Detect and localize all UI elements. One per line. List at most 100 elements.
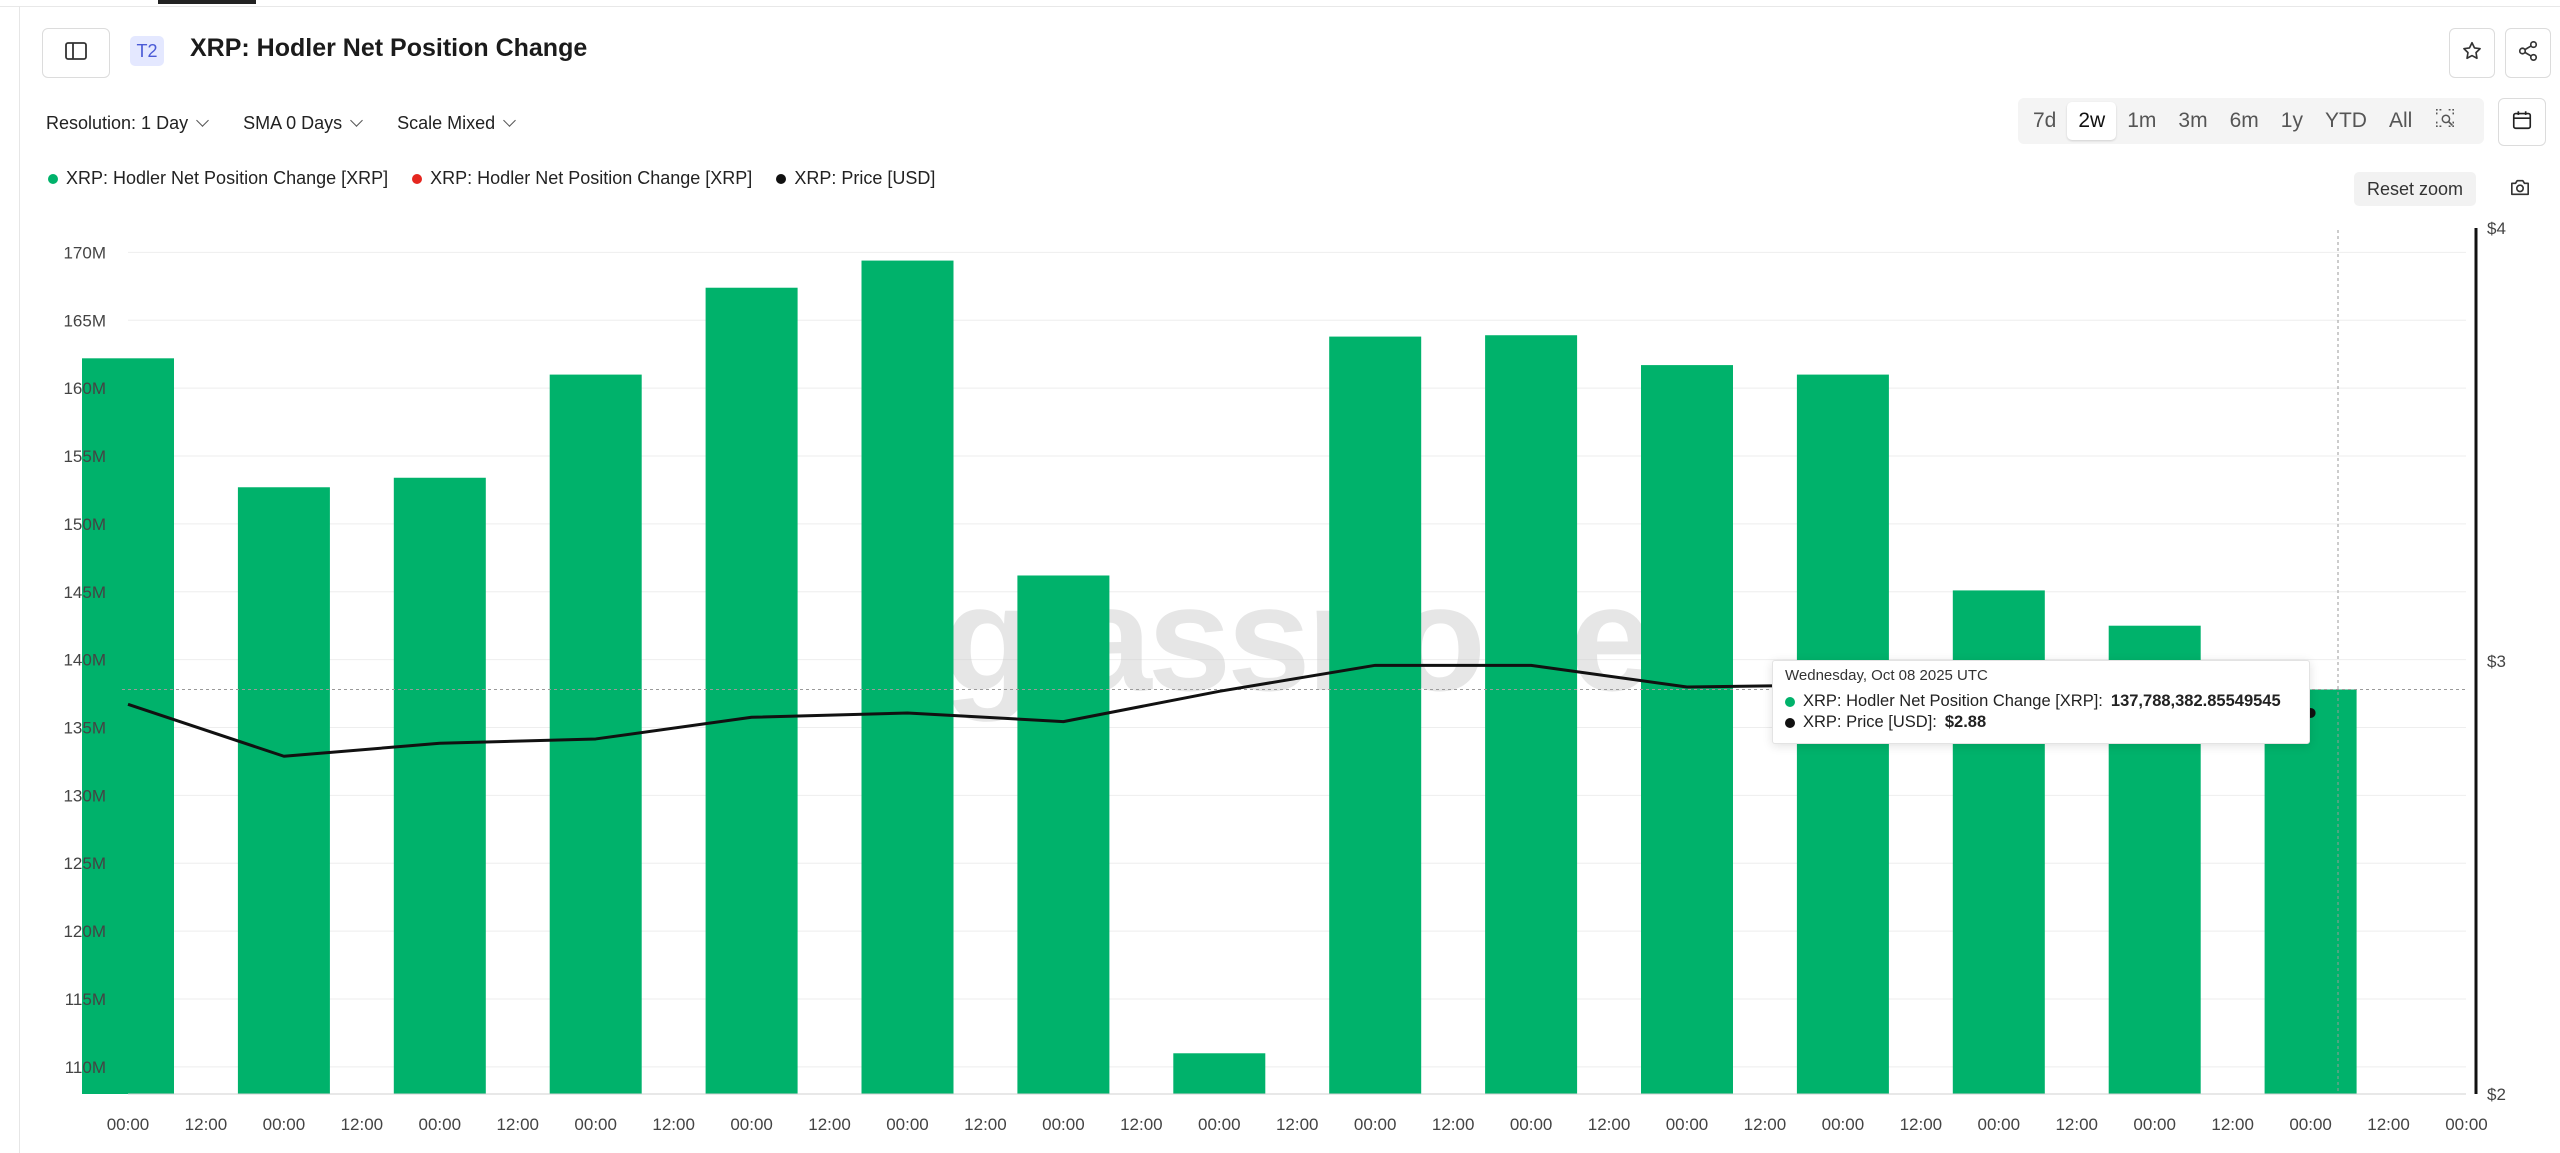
calendar-button[interactable]: [2498, 98, 2546, 146]
x-tick-label: 12:00: [2367, 1115, 2410, 1134]
x-tick-label: 00:00: [1666, 1115, 1709, 1134]
y-tick-label: 130M: [63, 786, 106, 805]
chart-controls: Resolution: 1 Day SMA 0 Days Scale Mixed: [46, 108, 517, 138]
x-tick-label: 00:00: [2445, 1115, 2488, 1134]
range-3m[interactable]: 3m: [2178, 109, 2208, 132]
sma-label: SMA 0 Days: [243, 112, 343, 133]
x-tick-label: 00:00: [886, 1115, 929, 1134]
x-tick-label: 12:00: [185, 1115, 228, 1134]
scale-label: Scale Mixed: [397, 112, 496, 133]
active-tab-marker: [158, 0, 256, 4]
legend-label: XRP: Price [USD]: [794, 168, 936, 188]
calendar-icon: [2511, 109, 2533, 136]
chart-legend: XRP: Hodler Net Position Change [XRP] XR…: [48, 168, 935, 189]
x-tick-label: 00:00: [1510, 1115, 1553, 1134]
range-6m[interactable]: 6m: [2229, 109, 2259, 132]
x-tick-label: 12:00: [2055, 1115, 2098, 1134]
bar[interactable]: [861, 260, 954, 1095]
tooltip-date: Wednesday, Oct 08 2025 UTC: [1785, 667, 1988, 684]
x-tick-label: 12:00: [2211, 1115, 2254, 1134]
range-all[interactable]: All: [2388, 109, 2413, 132]
y-right-tick-label: $3: [2487, 652, 2506, 671]
x-tick-label: 00:00: [107, 1115, 150, 1134]
x-tick-label: 00:00: [2133, 1115, 2176, 1134]
x-tick-label: 00:00: [1354, 1115, 1397, 1134]
x-tick-label: 00:00: [419, 1115, 462, 1134]
x-tick-label: 12:00: [1900, 1115, 1943, 1134]
y-tick-label: 115M: [65, 990, 106, 1009]
tooltip-swatch: [1785, 696, 1795, 707]
range-2w[interactable]: 2w: [2067, 102, 2117, 140]
bar[interactable]: [2264, 689, 2357, 1094]
share-icon: [2517, 40, 2539, 67]
header: T2 XRP: Hodler Net Position Change: [0, 0, 2560, 110]
x-tick-label: 00:00: [1198, 1115, 1241, 1134]
y-tick-label: 140M: [63, 651, 106, 670]
resolution-dropdown[interactable]: Resolution: 1 Day: [46, 108, 209, 138]
range-ytd[interactable]: YTD: [2324, 109, 2367, 132]
tier-badge: T2: [130, 36, 164, 66]
x-tick-label: 12:00: [808, 1115, 851, 1134]
x-tick-label: 12:00: [341, 1115, 384, 1134]
y-tick-label: 120M: [63, 922, 106, 941]
sidebar-toggle-button[interactable]: [42, 28, 110, 78]
x-tick-label: 00:00: [1978, 1115, 2021, 1134]
bar[interactable]: [1641, 365, 1733, 1094]
bar[interactable]: [1329, 336, 1422, 1094]
legend-swatch: [776, 173, 787, 184]
bar[interactable]: [82, 358, 174, 1094]
zoom-select-icon: [2434, 107, 2456, 135]
share-button[interactable]: [2505, 28, 2551, 78]
star-icon: [2461, 40, 2483, 67]
y-tick-label: 110M: [65, 1058, 106, 1077]
bar[interactable]: [705, 287, 798, 1095]
tooltip-label: XRP: Hodler Net Position Change [XRP]:: [1803, 692, 2103, 710]
tooltip-row-position-change: XRP: Hodler Net Position Change [XRP]: 1…: [1785, 692, 2281, 711]
y-tick-label: 125M: [63, 854, 106, 873]
bar[interactable]: [1485, 335, 1578, 1095]
x-tick-label: 12:00: [652, 1115, 695, 1134]
y-right-tick-label: $2: [2487, 1085, 2506, 1104]
x-tick-label: 12:00: [1432, 1115, 1475, 1134]
favorite-button[interactable]: [2449, 28, 2495, 78]
y-tick-label: 165M: [63, 311, 106, 330]
y-tick-label: 160M: [63, 379, 106, 398]
grid-lines: [128, 251, 2466, 1068]
range-1m[interactable]: 1m: [2127, 109, 2157, 132]
bar[interactable]: [237, 487, 330, 1094]
tooltip-value: 137,788,382.85549545: [2110, 692, 2281, 710]
scale-dropdown[interactable]: Scale Mixed: [397, 108, 517, 138]
bar[interactable]: [1017, 575, 1110, 1094]
reset-zoom-button[interactable]: Reset zoom: [2354, 172, 2476, 206]
range-1y[interactable]: 1y: [2280, 109, 2303, 132]
sma-dropdown[interactable]: SMA 0 Days: [243, 108, 363, 138]
x-tick-label: 12:00: [1744, 1115, 1787, 1134]
tooltip-row-price: XRP: Price [USD]: $2.88: [1785, 713, 1986, 732]
y-tick-label: 145M: [63, 583, 106, 602]
range-selector: 7d 2w 1m 3m 6m 1y YTD All: [2018, 98, 2484, 144]
screenshot-button[interactable]: [2500, 172, 2540, 206]
page-title: XRP: Hodler Net Position Change: [190, 34, 588, 62]
x-tick-label: 00:00: [2289, 1115, 2332, 1134]
legend-label: XRP: Hodler Net Position Change [XRP]: [66, 168, 389, 188]
y-tick-label: 170M: [63, 243, 106, 262]
legend-item[interactable]: XRP: Hodler Net Position Change [XRP]: [412, 168, 752, 189]
resolution-label: Resolution: 1 Day: [46, 112, 189, 133]
x-tick-label: 00:00: [574, 1115, 617, 1134]
y-axis-right: $2 $3 $4: [2474, 219, 2506, 1104]
bar[interactable]: [393, 477, 486, 1094]
legend-item[interactable]: XRP: Hodler Net Position Change [XRP]: [48, 168, 388, 189]
y-axis-left: 110M 115M 120M 125M 130M 135M 140M 145M 150M 155M…: [63, 243, 106, 1076]
x-tick-label: 00:00: [1822, 1115, 1865, 1134]
zoom-select-button[interactable]: [2423, 102, 2467, 140]
y-tick-label: 135M: [63, 719, 106, 738]
legend-item[interactable]: XRP: Price [USD]: [776, 168, 935, 189]
panel-frame: [19, 6, 2560, 1153]
top-tab-strip: [0, 0, 2560, 7]
y-tick-label: 150M: [63, 515, 106, 534]
bar[interactable]: [1173, 1053, 1266, 1094]
tooltip-label: XRP: Price [USD]:: [1803, 713, 1937, 731]
camera-icon: [2509, 177, 2531, 202]
range-7d[interactable]: 7d: [2033, 109, 2057, 132]
